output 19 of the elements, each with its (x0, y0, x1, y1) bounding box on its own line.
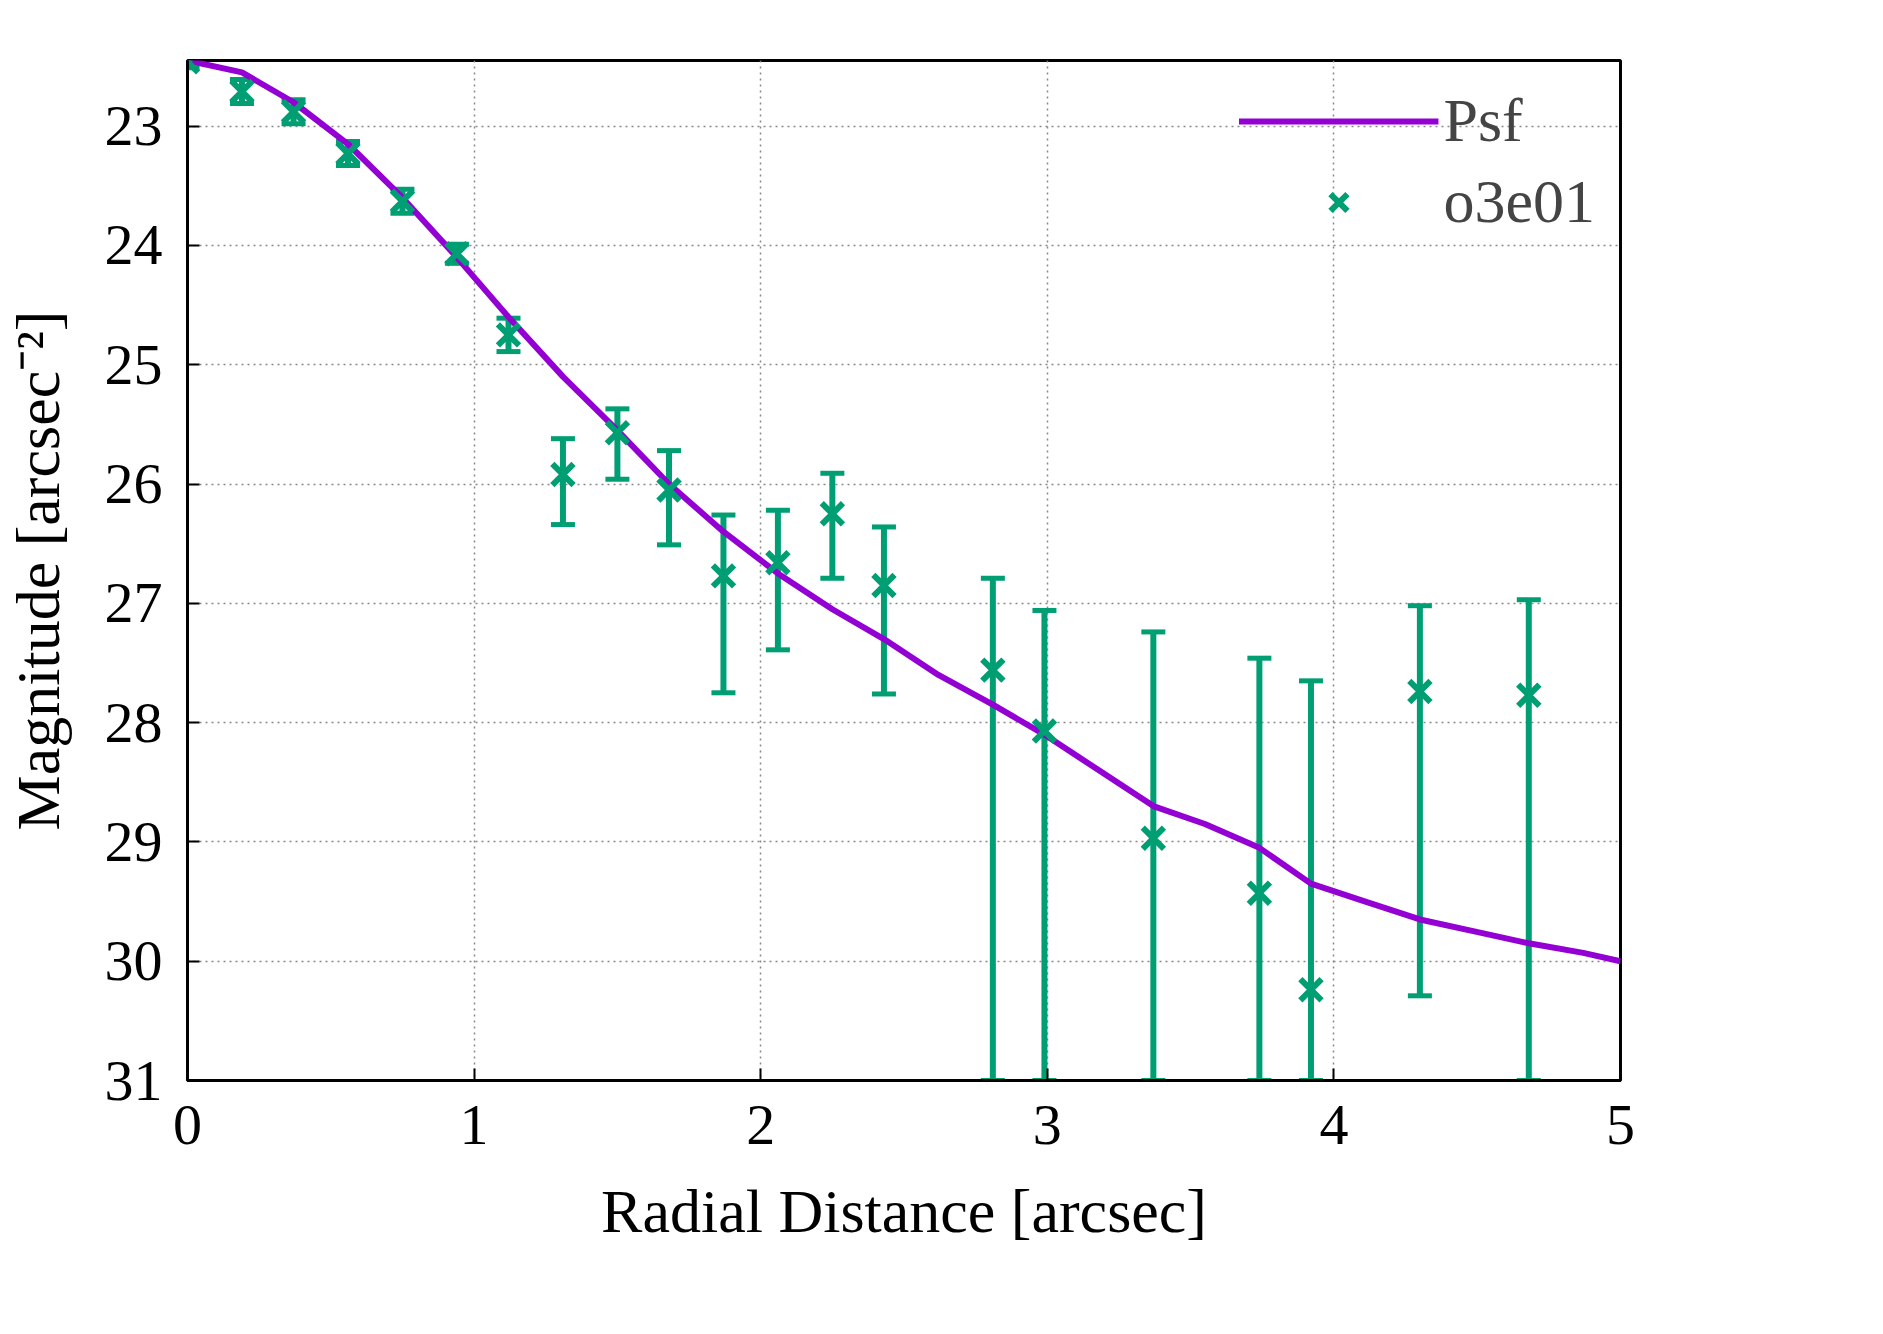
y-tick-label: 25 (104, 331, 163, 397)
x-axis-title: Radial Distance [arcsec] (601, 1176, 1207, 1245)
y-tick-label: 31 (104, 1047, 163, 1113)
x-tick-label: 0 (173, 1091, 202, 1157)
x-tick-label: 3 (1032, 1091, 1062, 1157)
y-tick-label: 29 (104, 808, 163, 874)
y-tick-label: 24 (104, 212, 163, 278)
legend-label: o3e01 (1443, 166, 1595, 237)
x-tick-label: 5 (1606, 1091, 1635, 1157)
y-tick-label: 27 (104, 570, 163, 636)
y-tick-label: 28 (104, 689, 163, 755)
x-tick-label: 4 (1319, 1091, 1349, 1157)
y-tick-label: 26 (104, 451, 163, 517)
legend-label: Psf (1443, 85, 1523, 156)
y-axis-title: Magnitude [arcsec⁻²] (3, 310, 72, 831)
x-tick-label: 1 (459, 1091, 489, 1157)
y-tick-label: 30 (104, 928, 163, 994)
y-tick-label: 23 (104, 93, 163, 159)
x-tick-label: 2 (746, 1091, 776, 1157)
